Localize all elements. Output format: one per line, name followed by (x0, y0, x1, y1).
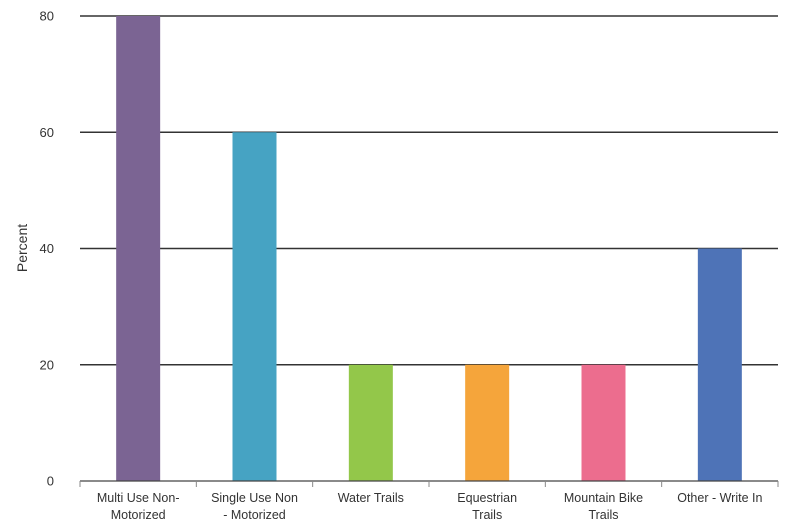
y-tick-label: 20 (40, 357, 54, 372)
y-tick-label: 40 (40, 241, 54, 256)
category-label: Equestrian Trails (457, 491, 517, 522)
category-label: Other - Write In (677, 491, 762, 505)
bar (465, 364, 510, 481)
category-label-line: Trails (472, 508, 502, 522)
category-label: Single Use Non - Motorized (211, 491, 298, 522)
bar (232, 132, 277, 481)
category-label-line: Other - Write In (677, 491, 762, 505)
category-label: Water Trails (338, 491, 404, 505)
category-label: Mountain Bike Trails (564, 491, 643, 522)
y-tick-label: 0 (47, 474, 54, 489)
category-labels: Multi Use Non- Motorized Single Use Non - M… (97, 491, 763, 522)
bar (581, 364, 626, 481)
bar (348, 364, 393, 481)
y-tick-label: 80 (40, 9, 54, 24)
bar (116, 16, 161, 481)
y-axis-title: Percent (14, 224, 30, 272)
category-label-line: - Motorized (223, 508, 286, 522)
category-label-line: Mountain Bike (564, 491, 643, 505)
category-label-line: Motorized (111, 508, 166, 522)
y-tick-label: 60 (40, 125, 54, 140)
category-label: Multi Use Non- Motorized (97, 491, 180, 522)
gridlines (80, 15, 778, 366)
category-label-line: Water Trails (338, 491, 404, 505)
x-axis (79, 480, 779, 487)
bar (697, 248, 742, 481)
category-label-line: Equestrian (457, 491, 517, 505)
category-label-line: Multi Use Non- (97, 491, 180, 505)
y-tick-labels: 0 20 40 60 80 (40, 9, 54, 489)
category-label-line: Trails (588, 508, 618, 522)
bars (116, 16, 742, 481)
category-label-line: Single Use Non (211, 491, 298, 505)
